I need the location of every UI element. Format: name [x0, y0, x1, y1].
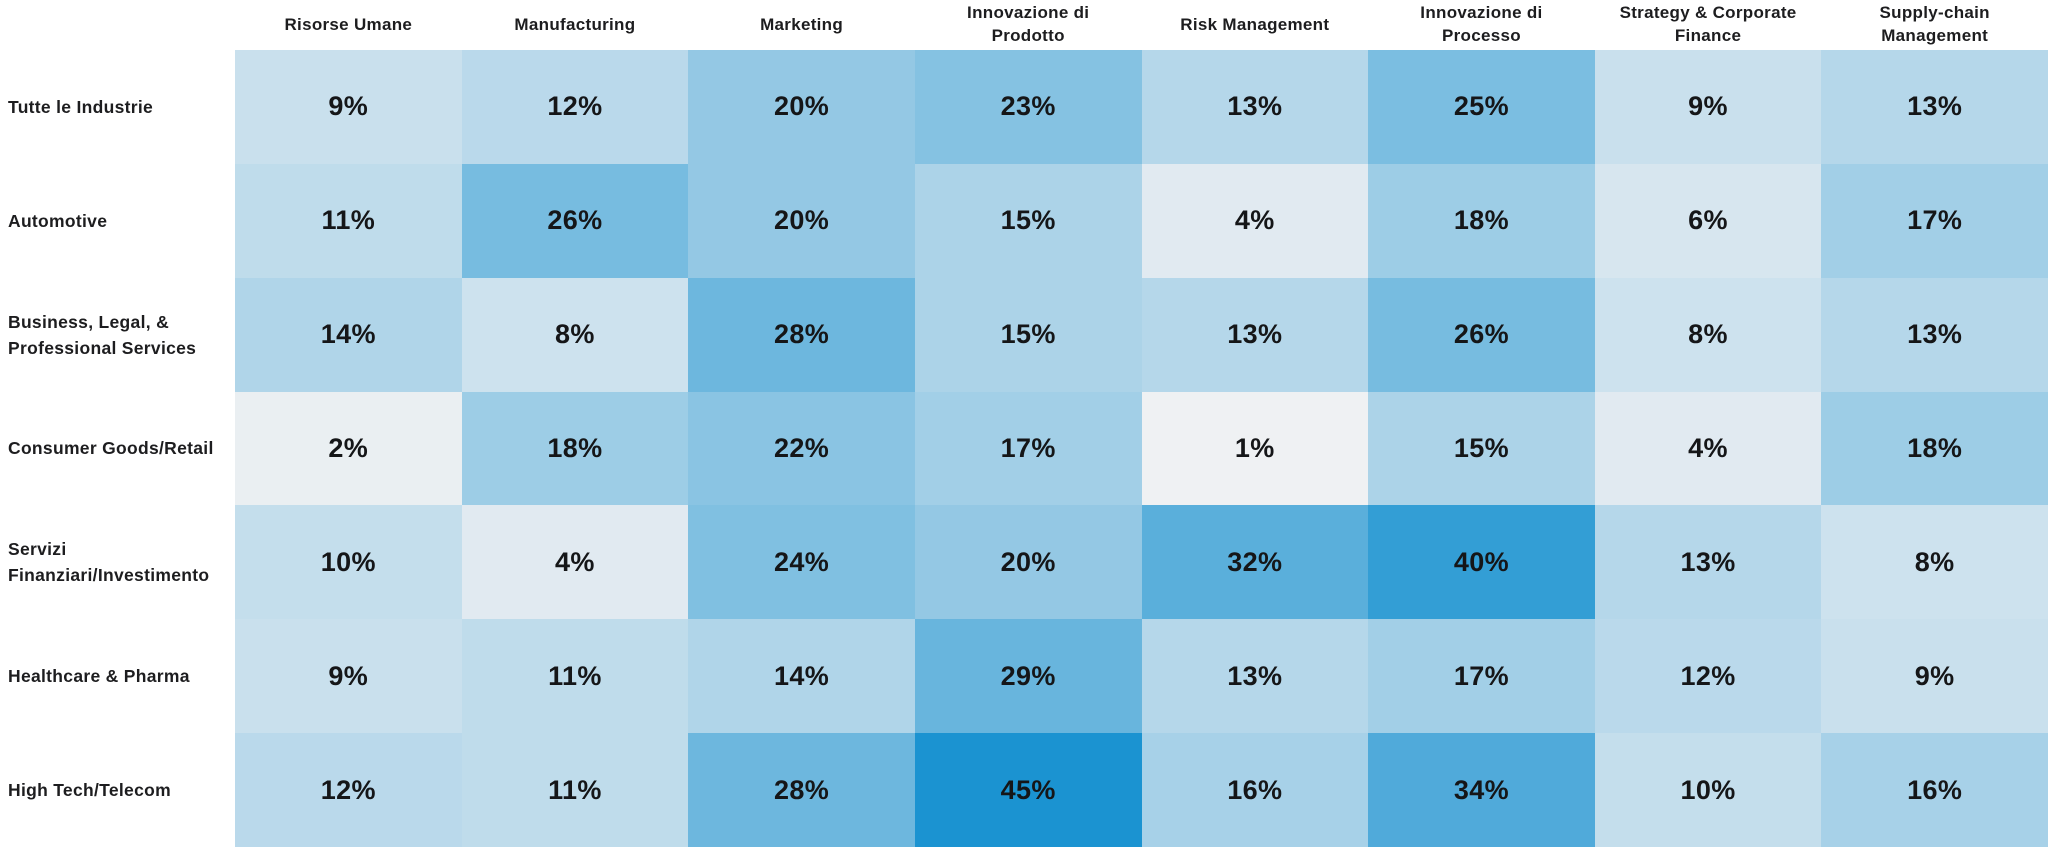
column-header: Innovazione di Processo	[1368, 0, 1595, 50]
corner-spacer	[0, 0, 235, 50]
heatmap-cell: 24%	[688, 505, 915, 620]
heatmap-cell: 1%	[1141, 391, 1369, 506]
column-header: Manufacturing	[461, 0, 689, 50]
heatmap-cell: 14%	[235, 277, 462, 392]
column-header: Risorse Umane	[235, 0, 462, 50]
heatmap-cell: 26%	[461, 163, 689, 278]
row-label: Consumer Goods/Retail	[0, 391, 235, 506]
heatmap-cell: 13%	[1594, 505, 1822, 620]
heatmap-cell: 29%	[914, 619, 1142, 734]
heatmap-cell: 8%	[461, 277, 689, 392]
heatmap-cell: 15%	[914, 163, 1142, 278]
heatmap-cell: 13%	[1141, 277, 1369, 392]
heatmap-cell: 4%	[461, 505, 689, 620]
heatmap-cell: 20%	[914, 505, 1142, 620]
heatmap-cell: 20%	[688, 163, 915, 278]
heatmap-cell: 22%	[688, 391, 915, 506]
heatmap-cell: 8%	[1821, 505, 2048, 620]
heatmap-cell: 10%	[1594, 733, 1822, 847]
row-label: Tutte le Industrie	[0, 50, 235, 164]
column-header: Marketing	[688, 0, 915, 50]
heatmap-cell: 23%	[914, 50, 1142, 164]
heatmap-cell: 9%	[1594, 50, 1822, 164]
heatmap-cell: 17%	[1821, 163, 2048, 278]
heatmap-cell: 17%	[914, 391, 1142, 506]
heatmap-cell: 6%	[1594, 163, 1822, 278]
row-label: High Tech/Telecom	[0, 733, 235, 847]
column-header: Innovazione di Prodotto	[914, 0, 1142, 50]
heatmap-cell: 4%	[1594, 391, 1822, 506]
heatmap-cell: 12%	[461, 50, 689, 164]
heatmap-cell: 9%	[235, 50, 462, 164]
heatmap-cell: 11%	[461, 733, 689, 847]
heatmap-cell: 13%	[1141, 619, 1369, 734]
heatmap-cell: 10%	[235, 505, 462, 620]
row-label: Healthcare & Pharma	[0, 619, 235, 734]
heatmap-cell: 4%	[1141, 163, 1369, 278]
heatmap-cell: 28%	[688, 277, 915, 392]
heatmap-cell: 13%	[1141, 50, 1369, 164]
row-label: Business, Legal, & Professional Services	[0, 277, 235, 392]
heatmap-cell: 18%	[1368, 163, 1595, 278]
heatmap-cell: 28%	[688, 733, 915, 847]
heatmap-cell: 12%	[235, 733, 462, 847]
heatmap-cell: 15%	[914, 277, 1142, 392]
heatmap-cell: 9%	[235, 619, 462, 734]
heatmap-cell: 17%	[1368, 619, 1595, 734]
heatmap-cell: 15%	[1368, 391, 1595, 506]
heatmap-cell: 20%	[688, 50, 915, 164]
heatmap-cell: 45%	[914, 733, 1142, 847]
row-label: Automotive	[0, 163, 235, 278]
heatmap-cell: 8%	[1594, 277, 1822, 392]
heatmap-cell: 2%	[235, 391, 462, 506]
heatmap-cell: 32%	[1141, 505, 1369, 620]
heatmap-cell: 16%	[1821, 733, 2048, 847]
column-header: Risk Management	[1141, 0, 1369, 50]
heatmap-cell: 13%	[1821, 277, 2048, 392]
heatmap-cell: 25%	[1368, 50, 1595, 164]
heatmap-cell: 34%	[1368, 733, 1595, 847]
heatmap-cell: 18%	[1821, 391, 2048, 506]
column-header: Strategy & Corporate Finance	[1594, 0, 1822, 50]
heatmap-cell: 13%	[1821, 50, 2048, 164]
heatmap-cell: 18%	[461, 391, 689, 506]
heatmap-cell: 14%	[688, 619, 915, 734]
heatmap-cell: 11%	[461, 619, 689, 734]
row-label: Servizi Finanziari/Investimento	[0, 505, 235, 620]
heatmap-cell: 40%	[1368, 505, 1595, 620]
heatmap-cell: 9%	[1821, 619, 2048, 734]
heatmap-cell: 26%	[1368, 277, 1595, 392]
heatmap-cell: 16%	[1141, 733, 1369, 847]
heatmap-cell: 12%	[1594, 619, 1822, 734]
heatmap-cell: 11%	[235, 163, 462, 278]
column-header: Supply-chain Management	[1821, 0, 2048, 50]
